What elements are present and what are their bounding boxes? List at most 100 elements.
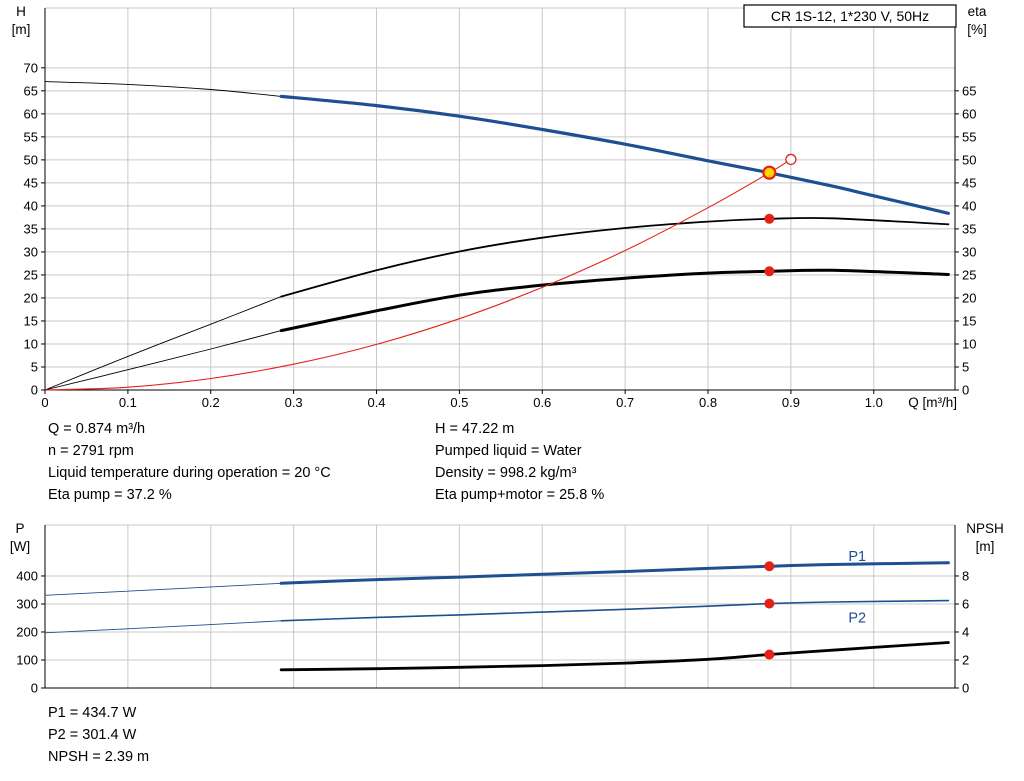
- info-liquid-temperature: Liquid temperature during operation = 20…: [48, 465, 331, 481]
- y-left-tick-label: 50: [24, 152, 38, 167]
- y-left-tick-label: 40: [24, 198, 38, 213]
- y-left-axis-unit: [W]: [10, 539, 30, 554]
- x-tick-label: 0.4: [367, 395, 385, 410]
- y-right-axis-unit: [m]: [976, 539, 995, 554]
- x-tick-label: 0.8: [699, 395, 717, 410]
- system-end-point: [785, 153, 797, 166]
- duty-info-left-column: Q = 0.874 m³/h n = 2791 rpm Liquid tempe…: [48, 418, 435, 506]
- y-right-tick-label: 50: [962, 152, 976, 167]
- info-h: H = 47.22 m: [435, 421, 515, 437]
- info-pumped-liquid: Pumped liquid = Water: [435, 443, 582, 459]
- y-right-tick-label: 25: [962, 267, 976, 282]
- system-curve: [44, 158, 792, 391]
- eta-pump-curve: [280, 217, 950, 298]
- y-left-tick-label: 0: [31, 383, 38, 398]
- series-label-p1: P1: [848, 549, 866, 565]
- eta-pump-duty-point: [764, 213, 775, 224]
- y-left-tick-label: 70: [24, 60, 38, 75]
- y-right-axis-label: NPSH: [966, 521, 1004, 536]
- y-right-tick-label: 8: [962, 568, 969, 583]
- x-tick-label: 0.3: [285, 395, 303, 410]
- x-tick-label: 0.2: [202, 395, 220, 410]
- y-left-tick-label: 35: [24, 221, 38, 236]
- info-eta-pump-motor: Eta pump+motor = 25.8 %: [435, 487, 605, 503]
- y-left-tick-label: 400: [16, 568, 38, 583]
- y-left-tick-label: 100: [16, 652, 38, 667]
- eta-pump-motor-extension: [44, 330, 282, 391]
- x-tick-label: 0: [41, 395, 48, 410]
- duty-info-right-column: H = 47.22 m Pumped liquid = Water Densit…: [435, 418, 604, 506]
- y-right-tick-label: 4: [962, 624, 969, 639]
- chart-title: CR 1S-12, 1*230 V, 50Hz: [771, 8, 929, 24]
- y-right-axis-unit: [%]: [967, 22, 987, 37]
- y-right-tick-label: 10: [962, 336, 976, 351]
- x-axis-label: Q [m³/h]: [908, 395, 957, 410]
- eta-pump-extension: [44, 296, 282, 391]
- p1-curve: [279, 561, 950, 585]
- x-tick-label: 1.0: [865, 395, 883, 410]
- y-left-tick-label: 20: [24, 290, 38, 305]
- y-right-axis-label: eta: [968, 4, 987, 19]
- y-right-tick-label: 45: [962, 175, 976, 190]
- x-tick-label: 0.7: [616, 395, 634, 410]
- x-tick-label: 0.6: [533, 395, 551, 410]
- series-label-p2: P2: [848, 610, 866, 626]
- result-values: P1 = 434.7 W P2 = 301.4 W NPSH = 2.39 m: [48, 702, 149, 768]
- duty-point-info: Q = 0.874 m³/h n = 2791 rpm Liquid tempe…: [48, 418, 604, 506]
- y-left-tick-label: 10: [24, 336, 38, 351]
- y-right-tick-label: 5: [962, 359, 969, 374]
- y-left-tick-label: 65: [24, 83, 38, 98]
- p1-duty-point: [764, 561, 775, 572]
- info-density: Density = 998.2 kg/m³: [435, 465, 577, 481]
- y-right-tick-label: 6: [962, 596, 969, 611]
- y-right-tick-label: 0: [962, 681, 969, 696]
- y-right-tick-label: 65: [962, 83, 976, 98]
- y-left-tick-label: 55: [24, 129, 38, 144]
- info-q: Q = 0.874 m³/h: [48, 421, 146, 437]
- y-right-tick-label: 35: [962, 221, 976, 236]
- y-left-tick-label: 30: [24, 244, 38, 259]
- y-right-tick-label: 20: [962, 290, 976, 305]
- y-right-tick-label: 60: [962, 106, 976, 121]
- x-tick-label: 0.1: [119, 395, 137, 410]
- hq-extension: [44, 81, 282, 97]
- y-right-tick-label: 55: [962, 129, 976, 144]
- result-p2: P2 = 301.4 W: [48, 727, 137, 743]
- y-left-tick-label: 60: [24, 106, 38, 121]
- y-right-tick-label: 0: [962, 383, 969, 398]
- npsh-duty-point: [764, 649, 775, 660]
- y-left-tick-label: 0: [31, 681, 38, 696]
- p2-curve: [280, 599, 950, 622]
- duty-point: [762, 165, 777, 180]
- y-right-tick-label: 40: [962, 198, 976, 213]
- y-left-axis-label: P: [15, 521, 24, 536]
- npsh-curve: [279, 641, 950, 672]
- chart-title-box: [743, 4, 957, 28]
- x-tick-label: 0.9: [782, 395, 800, 410]
- result-p1: P1 = 434.7 W: [48, 705, 137, 721]
- y-left-axis-label: H: [16, 4, 26, 19]
- y-left-tick-label: 300: [16, 596, 38, 611]
- y-left-tick-label: 5: [31, 359, 38, 374]
- p2-extension: [44, 620, 282, 634]
- y-right-tick-label: 2: [962, 652, 969, 667]
- y-left-tick-label: 15: [24, 313, 38, 328]
- p1-extension: [44, 582, 282, 596]
- p2-duty-point: [764, 598, 775, 609]
- hq-pump-curve: [279, 94, 950, 215]
- info-speed: n = 2791 rpm: [48, 443, 134, 459]
- result-npsh: NPSH = 2.39 m: [48, 749, 150, 765]
- power-npsh-chart: 0 100 200 300 400 0 2 4 6 8 P [W] NPSH [m] P1 P2: [10, 521, 1004, 696]
- eta-pump-motor-duty-point: [764, 266, 775, 277]
- y-left-axis-unit: [m]: [12, 22, 31, 37]
- x-tick-label: 0.5: [450, 395, 468, 410]
- y-right-tick-label: 30: [962, 244, 976, 259]
- y-right-tick-label: 15: [962, 313, 976, 328]
- eta-pump-motor-curve: [279, 268, 950, 333]
- y-left-tick-label: 200: [16, 624, 38, 639]
- y-left-tick-label: 25: [24, 267, 38, 282]
- y-left-tick-label: 45: [24, 175, 38, 190]
- hq-eta-chart: 0 0.1 0.2 0.3 0.4 0.5 0.6 0.7 0.8 0.9 1.0 0 5 10 15 20 2…: [12, 4, 987, 410]
- info-eta-pump: Eta pump = 37.2 %: [48, 487, 172, 503]
